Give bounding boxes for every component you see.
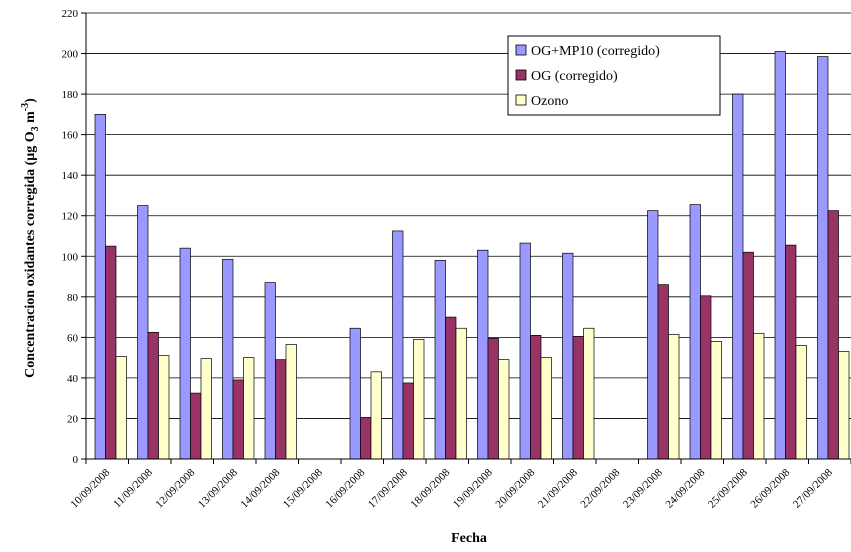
bar-series-1 xyxy=(392,230,404,460)
y-tick-label: 20 xyxy=(67,413,79,425)
x-tick-label: 20/09/2008 xyxy=(493,466,537,510)
x-tick-label: 23/09/2008 xyxy=(621,466,665,510)
y-axis-title: Concentracion oxidantes corregida (μg O3… xyxy=(20,98,41,378)
bar-series-2 xyxy=(232,379,244,460)
x-tick-label: 26/09/2008 xyxy=(748,466,792,510)
y-tick-label: 0 xyxy=(73,454,79,466)
y-tick-label: 220 xyxy=(62,8,79,20)
x-tick-label: 24/09/2008 xyxy=(663,466,707,510)
y-tick-label: 120 xyxy=(62,211,79,223)
legend-box xyxy=(507,35,721,116)
bar-series-2 xyxy=(360,417,372,460)
bar-series-1 xyxy=(264,282,276,460)
x-tick-label: 15/09/2008 xyxy=(281,466,325,510)
bar-series-3 xyxy=(498,359,510,460)
legend-label-ozono: Ozono xyxy=(531,94,568,109)
bar-series-2 xyxy=(827,210,839,460)
bar-series-3 xyxy=(115,356,127,460)
bar-series-2 xyxy=(572,336,584,460)
bar-series-3 xyxy=(158,355,170,460)
bar-series-3 xyxy=(838,351,850,460)
x-tick-label: 22/09/2008 xyxy=(578,466,622,510)
y-axis-title-subscript: 3 xyxy=(30,126,41,131)
y-tick-label: 60 xyxy=(67,332,79,344)
bar-series-1 xyxy=(689,204,701,460)
y-tick-labels: 0 20 40 60 80 100 120 140 160 180 200 220 xyxy=(62,8,79,466)
bar-series-2 xyxy=(657,284,669,460)
x-tick-label: 13/09/2008 xyxy=(196,466,240,510)
bar-series-1 xyxy=(562,252,574,460)
bars xyxy=(94,51,850,460)
bar-series-1 xyxy=(179,247,191,460)
bar-series-2 xyxy=(275,359,287,460)
bar-series-2 xyxy=(742,251,754,460)
bar-series-3 xyxy=(370,371,382,460)
gridlines xyxy=(86,12,851,419)
bar-series-3 xyxy=(413,339,425,460)
bar-series-1 xyxy=(349,327,361,460)
x-tick-label: 21/09/2008 xyxy=(536,466,580,510)
x-tick-label: 11/09/2008 xyxy=(111,466,155,510)
bar-series-1 xyxy=(774,51,786,460)
bar-series-2 xyxy=(402,382,414,460)
bar-series-2 xyxy=(445,316,457,460)
y-tick-label: 200 xyxy=(62,49,79,61)
y-tick-label: 80 xyxy=(67,292,79,304)
legend-swatch-og xyxy=(515,69,527,81)
y-tick-label: 40 xyxy=(67,373,79,385)
bar-series-2 xyxy=(530,334,542,460)
x-tick-label: 19/09/2008 xyxy=(451,466,495,510)
x-tick-label: 17/09/2008 xyxy=(366,466,410,510)
bar-series-1 xyxy=(519,242,531,460)
x-tick-label: 12/09/2008 xyxy=(153,466,197,510)
legend-label-og-mp10: OG+MP10 (corregido) xyxy=(531,44,660,59)
bar-series-3 xyxy=(583,327,595,460)
x-tick-label: 14/09/2008 xyxy=(238,466,282,510)
bar-series-3 xyxy=(285,344,297,460)
bar-series-3 xyxy=(540,357,552,460)
bar-series-1 xyxy=(94,114,106,460)
y-tick-label: 160 xyxy=(62,130,79,142)
y-tick-label: 180 xyxy=(62,89,79,101)
bar-series-2 xyxy=(105,245,117,460)
y-tick-label: 100 xyxy=(62,251,79,263)
bar-series-2 xyxy=(785,244,797,460)
x-tick-label: 16/09/2008 xyxy=(323,466,367,510)
y-axis-title-main: Concentracion oxidantes corregida (μg O xyxy=(23,131,38,378)
x-tick-label: 27/09/2008 xyxy=(791,466,835,510)
x-tick-label: 10/09/2008 xyxy=(68,466,112,510)
axes xyxy=(81,12,851,464)
bar-series-1 xyxy=(222,258,234,460)
bar-series-2 xyxy=(487,338,499,460)
y-axis-title-superscript: -3 xyxy=(20,103,31,111)
bar-series-3 xyxy=(795,345,807,460)
x-tick-label: 25/09/2008 xyxy=(706,466,750,510)
legend: OG+MP10 (corregido) OG (corregido) Ozono xyxy=(507,35,721,116)
y-axis-title-middle: m xyxy=(23,111,38,127)
bar-series-2 xyxy=(190,392,202,460)
bar-series-3 xyxy=(200,358,212,460)
bar-series-1 xyxy=(647,210,659,460)
legend-swatch-og-mp10 xyxy=(515,44,527,56)
bar-series-1 xyxy=(817,56,829,460)
bar-series-3 xyxy=(668,333,680,460)
bar-series-2 xyxy=(147,331,159,460)
bar-series-3 xyxy=(710,341,722,460)
bar-series-1 xyxy=(137,205,149,460)
x-axis-title: Fecha xyxy=(451,531,487,546)
x-tick-labels: 10/09/200811/09/200812/09/200813/09/2008… xyxy=(68,466,835,510)
x-tick-label: 18/09/2008 xyxy=(408,466,452,510)
y-axis-title-end: ) xyxy=(23,98,38,103)
bar-series-1 xyxy=(477,249,489,460)
bar-series-2 xyxy=(700,295,712,460)
bar-series-1 xyxy=(732,93,744,460)
y-tick-label: 140 xyxy=(62,170,79,182)
bar-series-1 xyxy=(434,259,446,460)
bar-series-3 xyxy=(243,357,255,460)
legend-swatch-ozono xyxy=(515,94,527,106)
legend-label-og: OG (corregido) xyxy=(531,69,618,84)
bar-series-3 xyxy=(455,327,467,460)
bar-series-3 xyxy=(753,332,765,460)
